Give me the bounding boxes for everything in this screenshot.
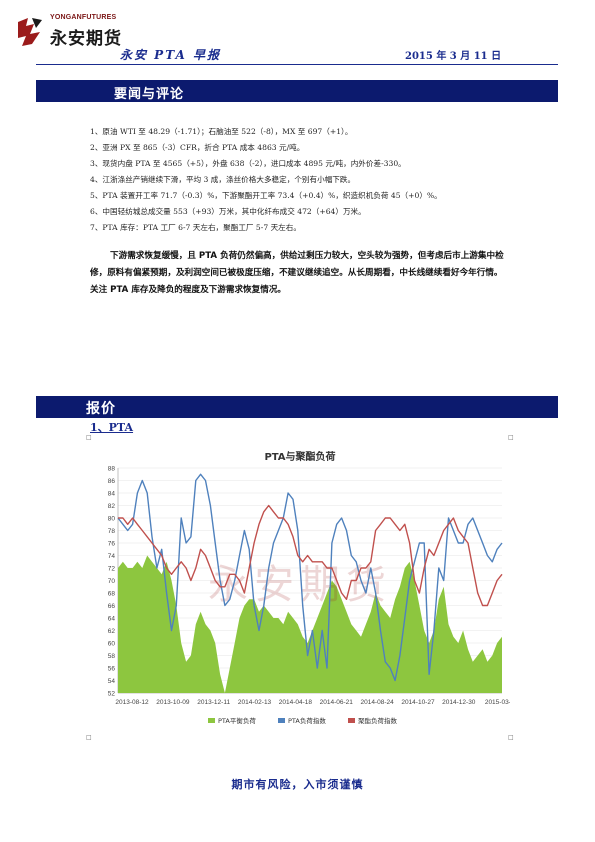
x-tick-label: 2015-03-0 — [485, 699, 510, 706]
header-divider — [36, 64, 558, 65]
chart-watermark: 永安期货 — [208, 562, 392, 608]
section-title-quote: 报价 — [86, 401, 116, 417]
corner-mark: □ — [508, 734, 514, 741]
logo-chinese: 永安期货 — [50, 29, 122, 49]
news-item: 5、PTA 装置开工率 71.7（-0.3）%，下游聚酯开工率 73.4（+0.… — [90, 191, 442, 200]
legend-swatch — [348, 718, 355, 723]
x-tick-label: 2014-12-30 — [442, 699, 476, 706]
news-list: 1、原油 WTI 至 48.29（-1.71）；石脑油至 522（-8），MX … — [90, 124, 442, 236]
market-summary: 下游需求恢复缓慢，且 PTA 负荷仍然偏高，供给过剩压力较大，空头较为强势，但考… — [90, 251, 504, 295]
news-item: 3、现货内盘 PTA 至 4565（+5），外盘 638（-2），进口成本 48… — [90, 159, 406, 168]
news-item: 4、江浙涤丝产销继续下滑，平均 3 成，涤丝价格大多稳定，个别有小幅下跌。 — [90, 175, 356, 184]
section-bar-quote: 报价 — [36, 396, 558, 418]
y-tick-label: 60 — [108, 641, 116, 648]
chart-title: PTA与聚酯负荷 — [264, 450, 335, 463]
y-tick-label: 86 — [108, 478, 116, 485]
news-item: 1、原油 WTI 至 48.29（-1.71）；石脑油至 522（-8），MX … — [90, 127, 353, 136]
logo-mark — [14, 14, 46, 50]
x-tick-label: 2014-10-27 — [401, 699, 435, 706]
y-tick-label: 80 — [108, 516, 116, 523]
y-tick-label: 64 — [108, 616, 116, 623]
y-tick-label: 76 — [108, 541, 116, 548]
legend-swatch — [278, 718, 285, 723]
x-tick-label: 2013-08-12 — [115, 699, 149, 706]
corner-mark: □ — [86, 734, 92, 741]
y-tick-label: 52 — [108, 691, 116, 698]
y-tick-label: 82 — [108, 503, 116, 510]
y-tick-label: 58 — [108, 653, 116, 660]
y-tick-label: 66 — [108, 603, 116, 610]
y-tick-label: 68 — [108, 591, 116, 598]
x-tick-label: 2013-12-11 — [197, 699, 230, 706]
logo-english: YONGANFUTURES — [50, 14, 117, 21]
series-area-pta-balance-load — [118, 555, 502, 693]
news-item: 6、中国轻纺城总成交量 553（+93）万米，其中化纤布成交 472（+64）万… — [90, 207, 366, 216]
legend-label: PTA负荷指数 — [288, 716, 326, 725]
y-tick-label: 78 — [108, 528, 116, 535]
x-tick-label: 2014-06-21 — [320, 699, 354, 706]
y-tick-label: 84 — [108, 491, 116, 498]
y-tick-label: 70 — [108, 578, 116, 585]
legend-label: PTA平衡负荷 — [218, 716, 256, 725]
chart-svg: PTA与聚酯负荷 永安期货 52 54 56 58 60 62 64 66 68 70 72 74 76… — [108, 450, 515, 725]
y-tick-label: 74 — [108, 553, 116, 560]
y-tick-label: 88 — [108, 466, 116, 473]
y-tick-label: 72 — [108, 566, 116, 573]
section-title-news: 要闻与评论 — [114, 87, 185, 102]
pta-polyester-load-chart: PTA与聚酯负荷 永安期货 52 54 56 58 60 62 64 66 68 70 72 74 76… — [90, 438, 515, 738]
y-tick-label: 56 — [108, 666, 116, 673]
x-tick-label: 2014-04-18 — [279, 699, 313, 706]
y-tick-label: 54 — [108, 678, 116, 685]
legend-label: 聚酯负荷指数 — [358, 716, 398, 725]
section-bar-news: 要闻与评论 — [36, 80, 558, 102]
series-line-pta-load — [117, 473, 503, 682]
series-line-polyester-load — [118, 504, 503, 607]
corner-mark: □ — [508, 434, 514, 441]
corner-mark: □ — [86, 434, 92, 441]
news-item: 2、亚洲 PX 至 865（-3）CFR，折合 PTA 成本 4863 元/吨。 — [90, 143, 305, 152]
report-title: 永安 PTA 早报 — [120, 48, 221, 62]
report-date: 2015 年 3 月 11 日 — [405, 51, 502, 62]
legend-swatch — [208, 718, 215, 723]
risk-disclaimer: 期市有风险，入市须谨慎 — [231, 778, 364, 791]
x-tick-label: 2013-10-09 — [156, 699, 190, 706]
x-tick-label: 2014-08-24 — [360, 699, 394, 706]
y-tick-label: 62 — [108, 628, 116, 635]
news-item: 7、PTA 库存：PTA 工厂 6-7 天左右，聚酯工厂 5-7 天左右。 — [90, 223, 301, 232]
pta-subtitle: 1、PTA — [90, 421, 134, 434]
x-tick-label: 2014-02-13 — [238, 699, 272, 706]
